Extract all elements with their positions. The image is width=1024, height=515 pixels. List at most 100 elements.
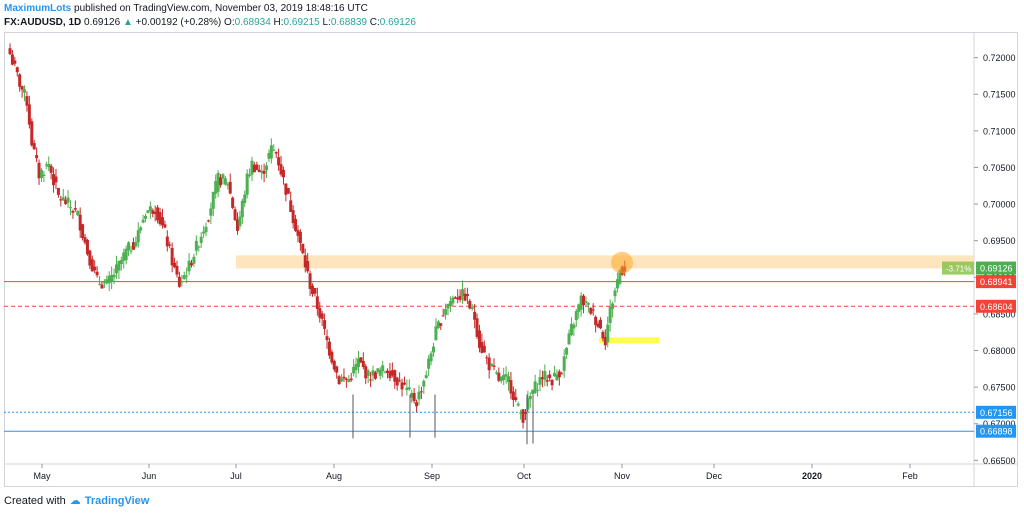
- candle-body: [90, 259, 94, 272]
- candle-body: [596, 323, 600, 327]
- candle-body: [523, 412, 527, 414]
- candle-body: [136, 230, 140, 243]
- candle-body: [458, 295, 462, 300]
- candle-body: [56, 188, 60, 195]
- candle-body: [119, 260, 123, 265]
- candle-body: [291, 210, 295, 224]
- candle-body: [25, 96, 29, 106]
- candle-body: [182, 275, 186, 280]
- candle-body: [20, 86, 24, 90]
- candle-body: [81, 224, 85, 239]
- price-tick-label: 0.71500: [983, 90, 1016, 100]
- candle-body: [88, 250, 92, 266]
- candle-body: [415, 402, 419, 407]
- candle-body: [139, 227, 143, 231]
- candle-body: [407, 387, 411, 390]
- candle-body: [490, 363, 494, 366]
- tradingview-brand[interactable]: TradingView: [84, 494, 150, 507]
- chart-frame: [4, 32, 1018, 487]
- candle-body: [267, 153, 271, 159]
- candle-body: [567, 333, 571, 345]
- candle-body: [296, 230, 300, 236]
- author-link[interactable]: MaximumLots: [4, 3, 72, 14]
- candle-body: [569, 323, 573, 336]
- candle-body: [185, 275, 189, 277]
- candle-body: [170, 247, 174, 266]
- symbol-label: FX:AUDUSD, 1D: [4, 17, 82, 28]
- candle-body: [356, 358, 360, 367]
- candle-body: [61, 197, 65, 201]
- candle-body: [148, 206, 152, 211]
- candle-body: [301, 243, 305, 254]
- candle-body: [424, 375, 428, 378]
- price-label-4: 0.66898: [980, 427, 1013, 437]
- candle-body: [214, 181, 218, 194]
- candle-body: [37, 162, 41, 179]
- publish-text: published on TradingView.com, November 0…: [71, 3, 368, 14]
- candle-body: [206, 220, 210, 222]
- candle-body: [197, 246, 201, 248]
- price-label-box: [976, 405, 1016, 419]
- candle-body: [187, 260, 191, 272]
- price-label-box: [976, 424, 1016, 438]
- time-label-feb: Feb: [902, 471, 918, 481]
- candle-body: [272, 149, 276, 151]
- candle-body: [615, 279, 619, 289]
- high-label: H:: [273, 17, 284, 28]
- candle-body: [265, 165, 269, 171]
- candle-body: [192, 256, 196, 264]
- candle-body: [359, 357, 363, 363]
- candle-body: [59, 199, 63, 201]
- candle-body: [337, 376, 341, 385]
- candle-body: [349, 378, 353, 381]
- candle-body: [47, 163, 51, 168]
- candle-body: [456, 297, 460, 300]
- candle-body: [248, 174, 252, 176]
- time-label-aug: Aug: [326, 471, 342, 481]
- resistance-zone: [236, 255, 974, 269]
- candle-body: [66, 197, 70, 203]
- candle-body: [504, 374, 508, 377]
- candle-body: [30, 121, 34, 146]
- candle-body: [395, 377, 399, 386]
- candle-body: [238, 216, 242, 227]
- candle-body: [163, 224, 167, 228]
- candle-body: [269, 145, 273, 159]
- candle-body: [180, 281, 184, 283]
- candle-body: [175, 265, 179, 275]
- candle-body: [245, 173, 249, 195]
- candle-body: [303, 255, 307, 268]
- candle-body: [223, 178, 227, 185]
- candle-body: [32, 143, 36, 150]
- candle-body: [340, 378, 344, 382]
- candlestick-chart[interactable]: 0.72000 0.71500 0.71000 0.70500 0.70000 0.695…: [4, 32, 1018, 487]
- candle-body: [250, 160, 254, 175]
- candle-body: [436, 321, 440, 329]
- candle-body: [598, 319, 602, 329]
- candle-body: [281, 169, 285, 178]
- candle-body: [543, 371, 547, 380]
- candle-body: [202, 231, 206, 234]
- time-label-jun: Jun: [142, 471, 157, 481]
- candle-body: [146, 210, 150, 213]
- candle-body: [294, 219, 298, 232]
- low-value: 0.68839: [330, 17, 367, 28]
- time-label-2020: 2020: [802, 471, 822, 481]
- candle-body: [114, 264, 118, 274]
- open-label: O:: [224, 17, 235, 28]
- price-label-1: 0.68941: [980, 277, 1013, 287]
- candle-body: [209, 208, 213, 216]
- candle-body: [107, 275, 111, 284]
- candle-body: [611, 303, 615, 309]
- candle-body: [327, 341, 331, 356]
- candle-body: [83, 237, 87, 243]
- candle-body: [497, 372, 501, 381]
- created-with-text: Created with: [4, 494, 66, 507]
- candle-body: [519, 412, 523, 414]
- price-label-box: [976, 275, 1016, 289]
- candle-body: [204, 226, 208, 233]
- candle-body: [306, 260, 310, 272]
- candle-body: [76, 210, 80, 216]
- candle-body: [277, 157, 281, 166]
- candle-body: [177, 276, 181, 287]
